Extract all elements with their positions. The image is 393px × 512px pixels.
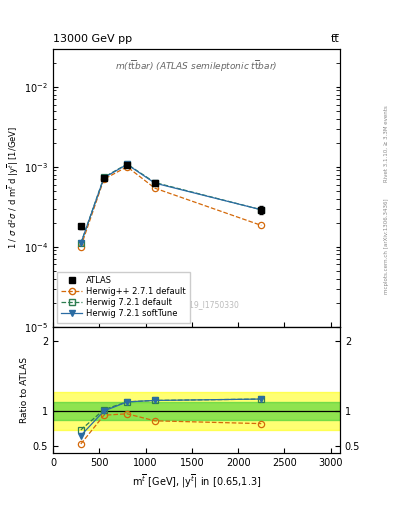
Y-axis label: Ratio to ATLAS: Ratio to ATLAS xyxy=(20,357,29,423)
Y-axis label: 1 / $\sigma$ d$^2\sigma$ / d m$^{\overline{t}}$ d |y$^{\overline{t}}$| [1/GeV]: 1 / $\sigma$ d$^2\sigma$ / d m$^{\overli… xyxy=(6,126,21,249)
Text: m(t$\overline{\rm t}$bar) (ATLAS semileptonic t$\overline{\rm t}$bar): m(t$\overline{\rm t}$bar) (ATLAS semilep… xyxy=(115,58,278,74)
Text: mcplots.cern.ch [arXiv:1306.3436]: mcplots.cern.ch [arXiv:1306.3436] xyxy=(384,198,389,293)
Text: ATLAS_2019_I1750330: ATLAS_2019_I1750330 xyxy=(153,300,240,309)
Bar xyxy=(53,392,340,430)
Text: tt̅: tt̅ xyxy=(331,33,340,44)
Text: Rivet 3.1.10, ≥ 3.3M events: Rivet 3.1.10, ≥ 3.3M events xyxy=(384,105,389,182)
Text: 13000 GeV pp: 13000 GeV pp xyxy=(53,33,132,44)
Legend: ATLAS, Herwig++ 2.7.1 default, Herwig 7.2.1 default, Herwig 7.2.1 softTune: ATLAS, Herwig++ 2.7.1 default, Herwig 7.… xyxy=(57,272,190,323)
Bar xyxy=(53,402,340,420)
X-axis label: m$^{\overline{t}}$ [GeV], |y$^{\overline{t}}$| in [0.65,1.3]: m$^{\overline{t}}$ [GeV], |y$^{\overline… xyxy=(132,472,261,489)
